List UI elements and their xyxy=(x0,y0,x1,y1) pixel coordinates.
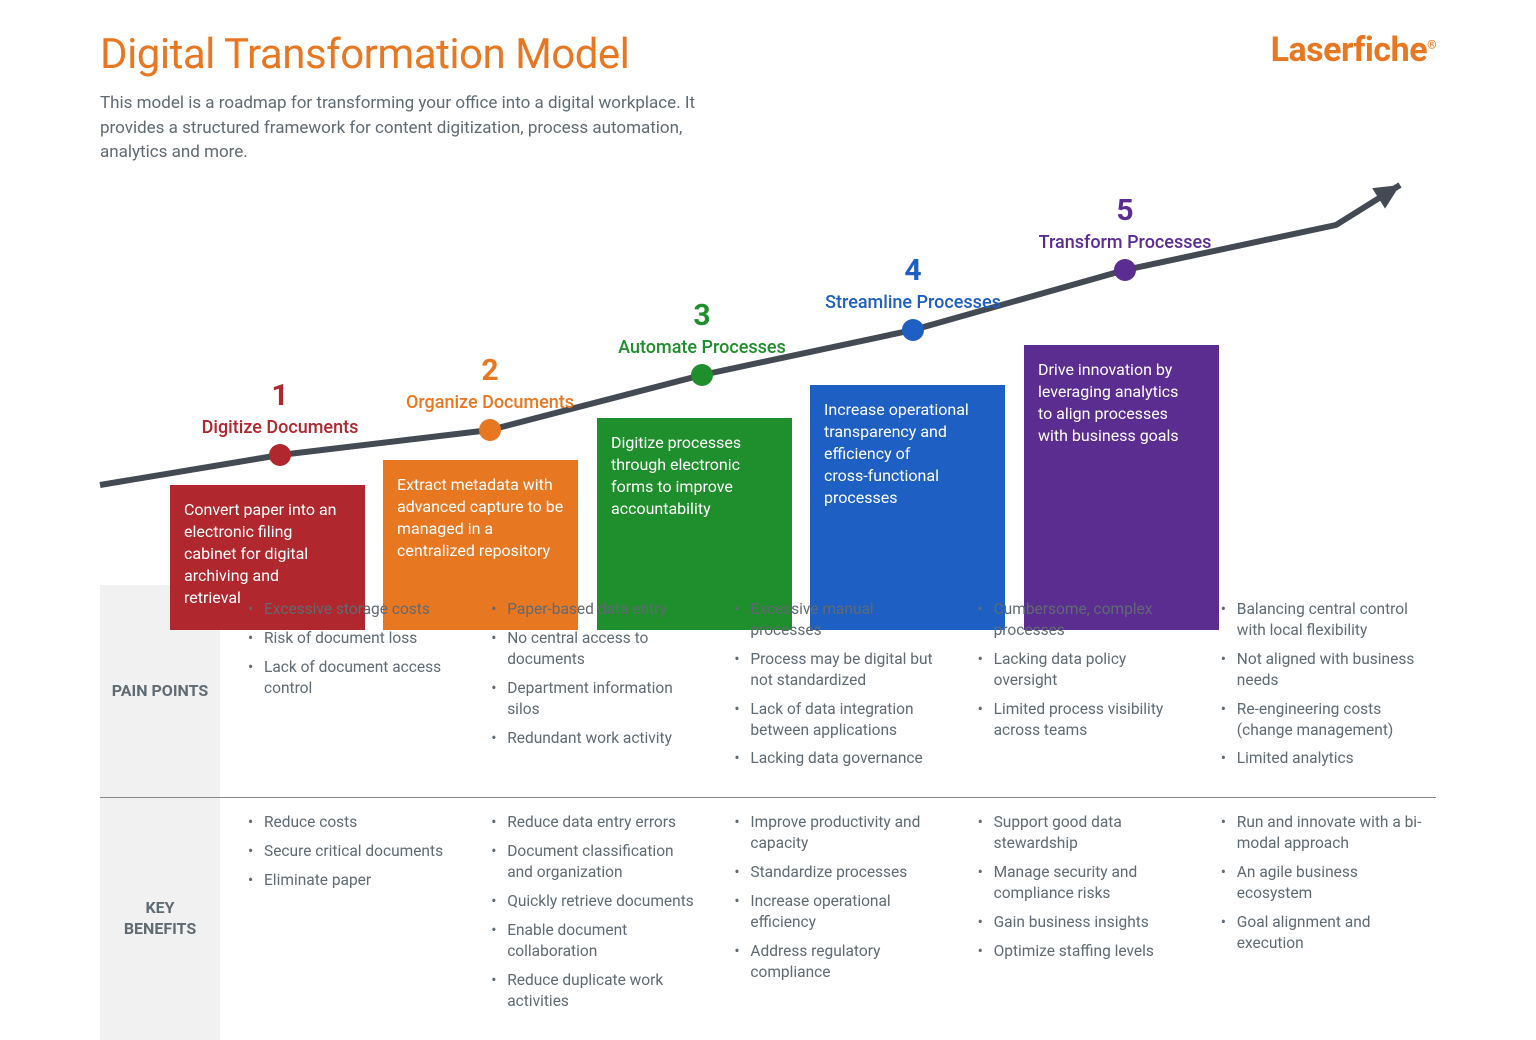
step-title-2: Organize Documents xyxy=(406,392,574,413)
pain-points-col-3-item-1: Process may be digital but not standardi… xyxy=(734,649,945,691)
pain-points-col-4-item-2: Limited process visibility across teams xyxy=(978,699,1189,741)
key-benefits-col-4-item-3: Optimize staffing levels xyxy=(978,941,1189,962)
key-benefits-col-1-item-2: Eliminate paper xyxy=(248,870,459,891)
step-chart-svg: Convert paper into anelectronic filingca… xyxy=(100,175,1436,585)
pain-points-col-4-list: Cumbersome, complex processes Lacking dat… xyxy=(978,599,1189,741)
pain-points-col-2-item-3: Redundant work activity xyxy=(491,728,702,749)
key-benefits-col-3-item-1: Standardize processes xyxy=(734,862,945,883)
key-benefits-col-2-item-4: Reduce duplicate work activities xyxy=(491,970,702,1012)
pain-points-col-3: Excessive manual processes Process may be… xyxy=(730,585,949,797)
key-benefits-col-5-item-0: Run and innovate with a bi-modal approac… xyxy=(1221,812,1432,854)
pain-points-col-1-list: Excessive storage costs Risk of document … xyxy=(248,599,459,699)
key-benefits-col-2-item-1: Document classification and organization xyxy=(491,841,702,883)
pain-points-label-text: PAIN POINTS xyxy=(112,681,208,702)
step-chart: Convert paper into anelectronic filingca… xyxy=(100,175,1436,585)
key-benefits-col-1-list: Reduce costs Secure critical documents Eli… xyxy=(248,812,459,891)
pain-points-col-5: Balancing central control with local fle… xyxy=(1217,585,1436,797)
pain-points-col-3-item-2: Lack of data integration between applica… xyxy=(734,699,945,741)
key-benefits-col-3-item-0: Improve productivity and capacity xyxy=(734,812,945,854)
key-benefits-col-2: Reduce data entry errors Document classif… xyxy=(487,798,706,1039)
pain-points-col-1: Excessive storage costs Risk of document … xyxy=(244,585,463,797)
step-number-3: 3 xyxy=(693,298,710,333)
key-benefits-col-4-item-1: Manage security and compliance risks xyxy=(978,862,1189,904)
pain-points-col-3-list: Excessive manual processes Process may be… xyxy=(734,599,945,769)
step-title-1: Digitize Documents xyxy=(202,417,359,438)
key-benefits-col-1: Reduce costs Secure critical documents Eli… xyxy=(244,798,463,1039)
key-benefits-col-1-item-1: Secure critical documents xyxy=(248,841,459,862)
key-benefits-label: KEY BENEFITS xyxy=(100,798,220,1039)
step-number-2: 2 xyxy=(481,353,498,388)
pain-points-col-2-item-0: Paper-based data entry xyxy=(491,599,702,620)
pain-points-col-3-item-3: Lacking data governance xyxy=(734,748,945,769)
step-title-3: Automate Processes xyxy=(618,337,786,358)
key-benefits-col-3-item-2: Increase operational efficiency xyxy=(734,891,945,933)
key-benefits-col-5-item-1: An agile business ecosystem xyxy=(1221,862,1432,904)
pain-points-col-4-item-1: Lacking data policy oversight xyxy=(978,649,1189,691)
step-dot-4 xyxy=(902,319,924,341)
pain-points-col-1-item-1: Risk of document loss xyxy=(248,628,459,649)
key-benefits-col-1-item-0: Reduce costs xyxy=(248,812,459,833)
key-benefits-col-3-list: Improve productivity and capacity Standar… xyxy=(734,812,945,982)
key-benefits-col-3: Improve productivity and capacity Standar… xyxy=(730,798,949,1039)
pain-points-col-5-item-3: Limited analytics xyxy=(1221,748,1432,769)
pain-points-col-5-item-1: Not aligned with business needs xyxy=(1221,649,1432,691)
pain-points-col-5-item-0: Balancing central control with local fle… xyxy=(1221,599,1432,641)
pain-points-col-4: Cumbersome, complex processes Lacking dat… xyxy=(974,585,1193,797)
key-benefits-col-2-list: Reduce data entry errors Document classif… xyxy=(491,812,702,1011)
key-benefits-col-5-list: Run and innovate with a bi-modal approac… xyxy=(1221,812,1432,954)
pain-points-col-2-item-2: Department information silos xyxy=(491,678,702,720)
pain-points-col-1-item-2: Lack of document access control xyxy=(248,657,459,699)
key-benefits-col-5-item-2: Goal alignment and execution xyxy=(1221,912,1432,954)
key-benefits-col-2-item-3: Enable document collaboration xyxy=(491,920,702,962)
step-title-5: Transform Processes xyxy=(1039,232,1212,253)
key-benefits-col-5: Run and innovate with a bi-modal approac… xyxy=(1217,798,1436,1039)
key-benefits-label-text: KEY BENEFITS xyxy=(110,898,210,940)
key-benefits-col-3-item-3: Address regulatory compliance xyxy=(734,941,945,983)
pain-points-col-1-item-0: Excessive storage costs xyxy=(248,599,459,620)
step-title-4: Streamline Processes xyxy=(825,292,1001,313)
pain-points-col-3-item-0: Excessive manual processes xyxy=(734,599,945,641)
header-row: Digital Transformation Model This model … xyxy=(100,30,1436,165)
brand-logo: Laserfiche® xyxy=(1271,30,1436,70)
key-benefits-col-4: Support good data stewardship Manage secu… xyxy=(974,798,1193,1039)
step-dot-2 xyxy=(479,419,501,441)
brand-registered-icon: ® xyxy=(1427,38,1436,52)
step-number-5: 5 xyxy=(1116,193,1133,228)
step-dot-1 xyxy=(269,444,291,466)
brand-text: Laserfiche xyxy=(1271,30,1427,70)
page-title: Digital Transformation Model xyxy=(100,30,740,79)
pain-points-col-2-item-1: No central access to documents xyxy=(491,628,702,670)
step-dot-5 xyxy=(1114,259,1136,281)
key-benefits-col-2-item-2: Quickly retrieve documents xyxy=(491,891,702,912)
step-number-4: 4 xyxy=(904,253,921,288)
pain-points-col-4-item-0: Cumbersome, complex processes xyxy=(978,599,1189,641)
step-dot-3 xyxy=(691,364,713,386)
key-benefits-col-4-item-2: Gain business insights xyxy=(978,912,1189,933)
page-subtitle: This model is a roadmap for transforming… xyxy=(100,91,740,165)
header-left: Digital Transformation Model This model … xyxy=(100,30,740,165)
key-benefits-col-4-list: Support good data stewardship Manage secu… xyxy=(978,812,1189,962)
pain-points-col-5-list: Balancing central control with local fle… xyxy=(1221,599,1432,769)
key-benefits-col-4-item-0: Support good data stewardship xyxy=(978,812,1189,854)
key-benefits-col-2-item-0: Reduce data entry errors xyxy=(491,812,702,833)
details-table: PAIN POINTS Excessive storage costs Risk o… xyxy=(100,585,1436,1040)
step-number-1: 1 xyxy=(271,378,288,413)
pain-points-col-2: Paper-based data entry No central access … xyxy=(487,585,706,797)
pain-points-col-5-item-2: Re-engineering costs (change management) xyxy=(1221,699,1432,741)
